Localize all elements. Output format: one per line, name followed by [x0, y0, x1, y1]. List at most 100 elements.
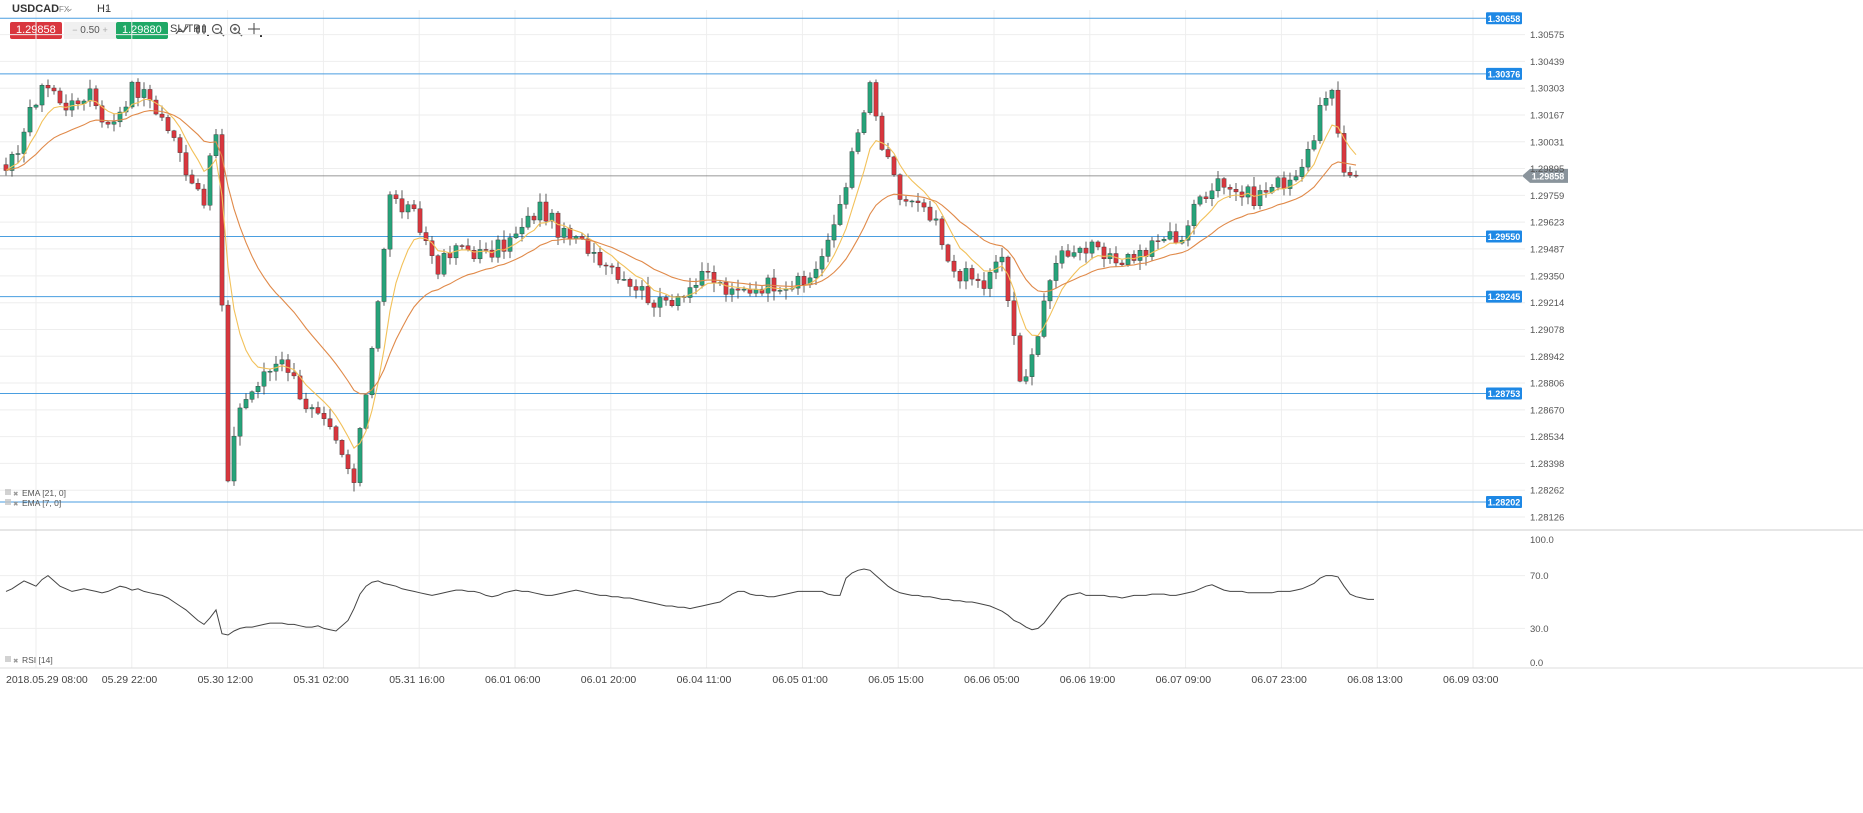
chart-type-icon[interactable]	[173, 21, 191, 39]
candle-body	[213, 134, 219, 156]
candle	[849, 147, 855, 190]
candle-body	[975, 278, 981, 281]
candle	[489, 240, 495, 263]
candle	[1353, 170, 1359, 178]
symbol-dropdown-icon[interactable]: ⌄	[66, 3, 74, 13]
candle	[639, 280, 645, 300]
candle	[1011, 291, 1017, 345]
candle	[711, 265, 717, 293]
candle-body	[261, 371, 267, 387]
candle-body	[369, 348, 375, 396]
level-label: 1.30658	[1488, 14, 1521, 24]
candle-body	[117, 111, 123, 123]
time-tick-label: 06.01 20:00	[581, 674, 637, 686]
time-tick-label: 05.29 22:00	[102, 674, 158, 686]
plus-icon[interactable]: +	[102, 25, 108, 35]
candle	[321, 406, 327, 426]
price-tick-label: 1.29759	[1530, 191, 1564, 202]
timeframe-dropdown-icon[interactable]: ⌄	[104, 3, 112, 13]
candle	[669, 294, 675, 308]
candle	[207, 153, 213, 211]
candle	[171, 129, 177, 142]
minus-icon[interactable]: −	[72, 25, 78, 35]
candle	[363, 393, 369, 431]
candle-body	[447, 253, 453, 259]
candle	[1347, 166, 1353, 178]
candle	[1053, 255, 1059, 289]
candle-body	[849, 151, 855, 188]
candle	[1089, 239, 1095, 260]
price-tick-label: 1.29895	[1530, 164, 1564, 175]
candle	[1017, 332, 1023, 383]
rsi-tick-label: 0.0	[1530, 658, 1543, 669]
crosshair-icon[interactable]	[246, 21, 264, 39]
level-tag	[1486, 230, 1522, 243]
price-tick-label: 1.28262	[1530, 486, 1564, 497]
timeframe-label[interactable]: H1	[97, 3, 112, 15]
candle-body	[393, 194, 399, 199]
candle	[627, 277, 633, 297]
candle-body	[75, 100, 81, 104]
candle-body	[921, 202, 927, 208]
candle	[9, 151, 15, 177]
candle-body	[165, 117, 171, 132]
candle-body	[999, 256, 1005, 263]
candle	[939, 216, 945, 250]
candle-body	[147, 89, 153, 101]
candle	[621, 271, 627, 281]
candle-body	[441, 253, 447, 275]
candle-body	[33, 104, 39, 108]
candle-body	[981, 280, 987, 289]
candle-body	[939, 218, 945, 246]
candle-body	[987, 272, 993, 289]
candle-body	[39, 84, 45, 106]
candle-body	[741, 288, 747, 291]
candle-body	[1233, 189, 1239, 193]
candle	[597, 246, 603, 268]
symbol-label[interactable]: USDCAD	[12, 3, 60, 15]
candle	[951, 254, 957, 278]
candle-body	[903, 199, 909, 202]
candle	[615, 260, 621, 284]
candle	[255, 381, 261, 399]
candle-body	[1125, 254, 1131, 265]
candle	[1281, 171, 1287, 196]
candle-body	[723, 282, 729, 295]
rsi-line	[5, 568, 1374, 636]
candle-body	[513, 233, 519, 238]
candle-body	[15, 153, 21, 155]
candle	[819, 248, 825, 277]
candle	[1257, 184, 1263, 210]
candle	[1215, 170, 1221, 198]
candle-body	[45, 84, 51, 89]
candle	[21, 128, 27, 163]
candle	[45, 79, 51, 98]
candle-body	[153, 99, 159, 115]
candle-body	[1257, 190, 1263, 206]
ema-lines	[5, 98, 1357, 449]
level-tag	[1486, 290, 1522, 303]
candle-body	[249, 391, 255, 400]
candle	[87, 79, 93, 107]
candle-body	[663, 297, 669, 301]
ema-7-line	[5, 98, 1357, 449]
candle-body	[1041, 300, 1047, 337]
candle-body	[945, 244, 951, 262]
candle	[237, 403, 243, 446]
candle	[231, 426, 237, 486]
candle	[399, 190, 405, 219]
price-tick-label: 1.30303	[1530, 84, 1564, 95]
candle-body	[1179, 239, 1185, 244]
candle	[1275, 175, 1281, 191]
candle-body	[1017, 335, 1023, 382]
candle	[1311, 135, 1317, 152]
candle-body	[1173, 231, 1179, 244]
candle-body	[21, 131, 27, 154]
candle	[1305, 141, 1311, 172]
time-tick-label: 06.05 15:00	[868, 674, 924, 686]
candle-body	[933, 218, 939, 221]
candle	[345, 449, 351, 475]
candle-body	[327, 418, 333, 428]
price-tick-label: 1.28126	[1530, 513, 1564, 524]
